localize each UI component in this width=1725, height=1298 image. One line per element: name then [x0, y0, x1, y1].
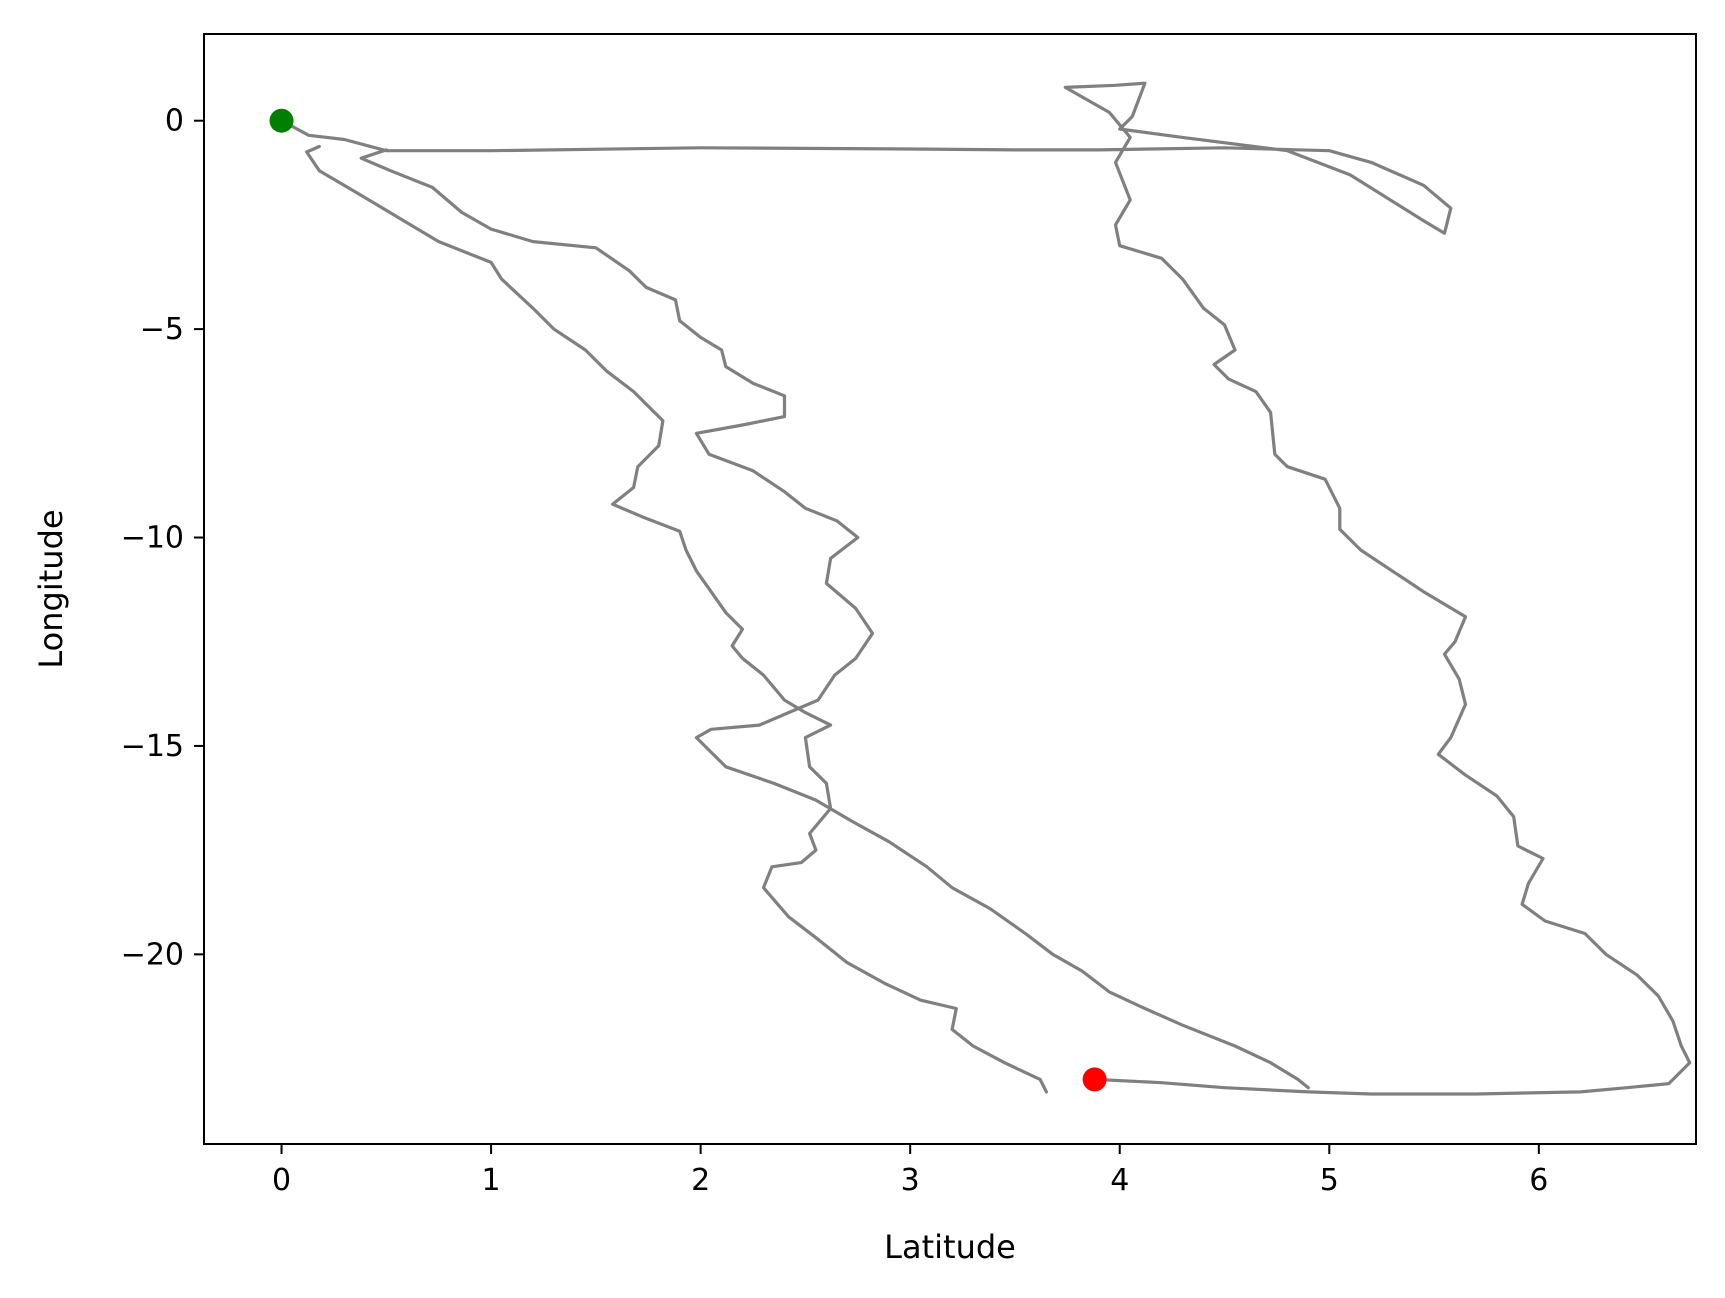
- x-tick-label: 6: [1529, 1163, 1548, 1198]
- y-tick-label: −20: [121, 937, 184, 972]
- x-tick-label: 3: [901, 1163, 920, 1198]
- x-tick-label: 4: [1110, 1163, 1129, 1198]
- y-tick-label: −5: [140, 312, 184, 347]
- trajectory-line-2: [305, 144, 1049, 1094]
- x-tick-label: 0: [272, 1163, 291, 1198]
- y-axis-label: Longitude: [32, 509, 70, 668]
- x-axis-label: Latitude: [884, 1228, 1016, 1266]
- x-axis-ticks: 0 1 2 3 4 5 6: [272, 1144, 1548, 1198]
- trajectory-line-1: [279, 81, 1692, 1096]
- plot-area: [204, 34, 1696, 1144]
- y-tick-label: −15: [121, 729, 184, 764]
- x-tick-label: 5: [1320, 1163, 1339, 1198]
- y-axis-ticks: 0 −5 −10 −15 −20: [121, 104, 204, 972]
- trajectory-line-3: [359, 148, 1310, 1090]
- start-marker: [269, 108, 294, 133]
- x-tick-label: 1: [482, 1163, 501, 1198]
- plot-frame: [203, 33, 1697, 1145]
- marker-layer: [269, 108, 1107, 1092]
- series-layer: [279, 81, 1692, 1096]
- y-tick-label: −10: [121, 521, 184, 556]
- x-tick-label: 2: [691, 1163, 710, 1198]
- end-marker: [1082, 1067, 1107, 1092]
- y-tick-label: 0: [165, 104, 184, 139]
